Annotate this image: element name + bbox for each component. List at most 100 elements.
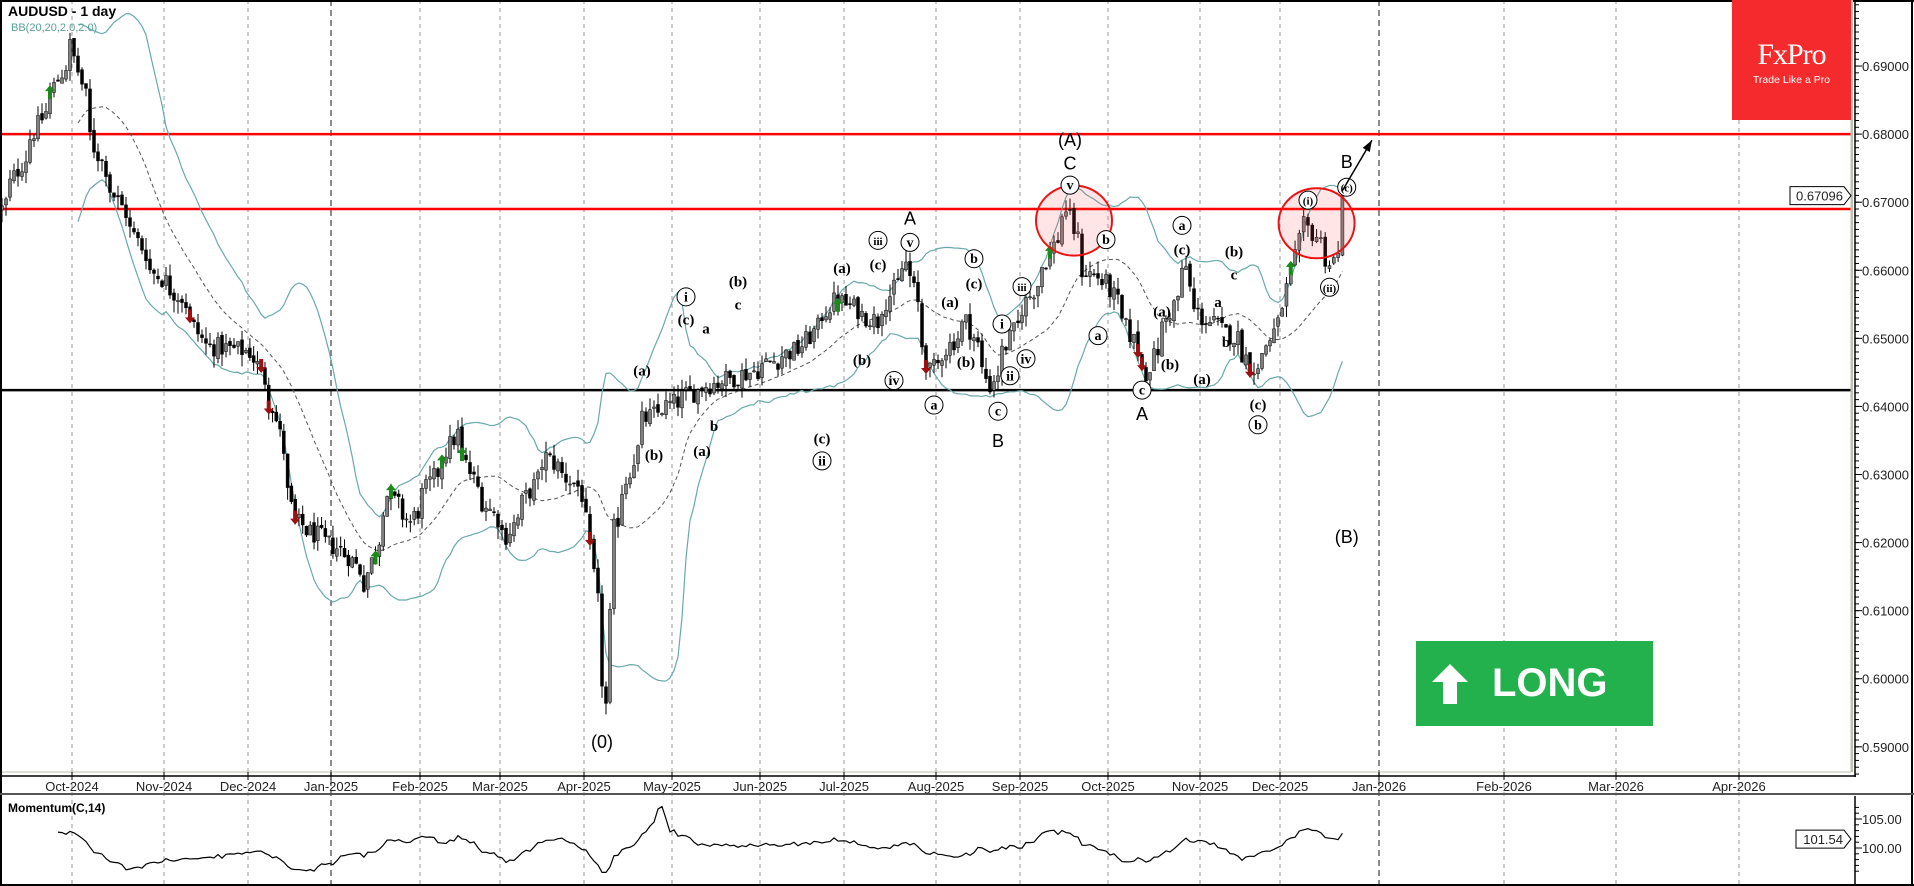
candle-body <box>948 342 952 356</box>
candle-body <box>796 340 800 354</box>
candle-body <box>120 194 124 206</box>
candle-body <box>56 79 60 82</box>
candle-body <box>1200 308 1204 326</box>
candle-body <box>632 465 636 479</box>
candle-body <box>404 518 409 521</box>
candle-body <box>932 359 936 366</box>
candle-body <box>888 296 892 312</box>
candle-body <box>132 228 136 233</box>
wave-label: b <box>1102 233 1110 248</box>
candle-body <box>1016 320 1020 324</box>
candle-body <box>436 468 440 477</box>
wave-label: (c) <box>870 257 887 273</box>
candle-body <box>708 388 712 395</box>
wave-label: (a) <box>833 261 851 277</box>
candle-body <box>1088 271 1092 277</box>
candle-body <box>251 355 256 363</box>
price-axis[interactable]: 0.69000 0.68000 0.67000 0.66000 0.65000 0.640… <box>1789 4 1909 775</box>
wave-label: B <box>992 431 1004 451</box>
candle-body <box>524 490 528 494</box>
candle-body <box>1264 345 1268 355</box>
wave-label-circle <box>992 314 1012 334</box>
wave-label: a <box>931 399 938 414</box>
candle-body <box>852 298 856 306</box>
y-tick-label: 0.68000 <box>1862 127 1909 142</box>
wave-label-circle <box>1132 380 1152 400</box>
candle-body <box>572 482 576 485</box>
highlight-circles <box>1035 184 1356 260</box>
candle-body <box>300 513 305 526</box>
candle-body <box>1144 367 1148 382</box>
candle-body <box>912 276 916 283</box>
wave-label: a <box>702 321 710 337</box>
x-tick-label: May-2025 <box>643 779 701 794</box>
candle-body <box>4 198 8 206</box>
candle-body <box>540 467 544 470</box>
candle-body <box>536 471 540 480</box>
candle-body <box>424 479 428 489</box>
candle-body <box>136 232 140 239</box>
candle-body <box>96 151 100 162</box>
candle-body <box>504 527 508 545</box>
candle-body <box>1076 231 1080 234</box>
candle-body <box>688 386 692 391</box>
candle-body <box>744 369 748 381</box>
candle-body <box>680 390 684 409</box>
candle-body <box>289 485 294 502</box>
momentum-panel <box>57 805 1343 873</box>
candle-body <box>116 195 120 198</box>
candle-body <box>128 217 132 227</box>
candle-body <box>996 375 1000 382</box>
candle-body <box>358 564 362 575</box>
wave-label-circle <box>1298 190 1318 210</box>
candle-body <box>584 498 588 513</box>
candle-body <box>1268 340 1272 347</box>
candle-body <box>908 261 912 276</box>
candle-body <box>636 445 640 464</box>
candle-body <box>568 483 572 486</box>
candle-body <box>752 370 756 373</box>
candle-body <box>868 325 872 328</box>
time-axis[interactable]: Oct-2024 Nov-2024 Dec-2024 Jan-2025 Feb-2025… <box>45 772 1766 794</box>
candle-body <box>1024 297 1028 317</box>
candle-body <box>160 280 164 287</box>
candle-body <box>216 337 220 359</box>
candle-body <box>420 488 424 519</box>
candle-body <box>327 535 331 538</box>
candle-body <box>720 383 724 390</box>
candle-body <box>1232 342 1236 348</box>
projection-arrow <box>1341 139 1373 191</box>
wave-label: (B) <box>1335 527 1359 547</box>
candle-body <box>92 130 96 153</box>
candle-body <box>220 335 224 355</box>
candle-body <box>346 554 351 567</box>
candle-body <box>944 354 948 361</box>
candle-body <box>848 303 852 305</box>
candle-body <box>732 375 736 388</box>
candle-body <box>381 515 385 547</box>
horizontal-levels[interactable] <box>0 132 1851 392</box>
candle-body <box>964 314 968 323</box>
candle-body <box>24 161 28 173</box>
last-price-label: 0.67096 <box>1796 189 1843 204</box>
candle-body <box>228 341 232 346</box>
candle-body <box>1100 279 1104 286</box>
momentum-tick-label: 100.00 <box>1862 841 1902 856</box>
x-tick-label: Feb-2025 <box>392 779 448 794</box>
y-tick-label: 0.59000 <box>1862 740 1909 755</box>
candle-body <box>972 337 976 342</box>
candle-body <box>304 526 309 536</box>
candle-body <box>668 401 672 403</box>
wave-label-circle <box>900 232 920 252</box>
candle-body <box>1072 208 1076 234</box>
candle-body <box>1124 318 1128 320</box>
candle-body <box>860 310 864 317</box>
x-tick-label: Jan-2025 <box>304 779 358 794</box>
candle-body <box>255 361 260 365</box>
arrow-up-icon <box>1432 663 1468 704</box>
wave-label: (ii) <box>1323 283 1337 295</box>
candle-body <box>212 344 216 357</box>
candle-body <box>756 371 760 379</box>
candle-body <box>900 268 904 282</box>
candle-body <box>282 430 286 454</box>
